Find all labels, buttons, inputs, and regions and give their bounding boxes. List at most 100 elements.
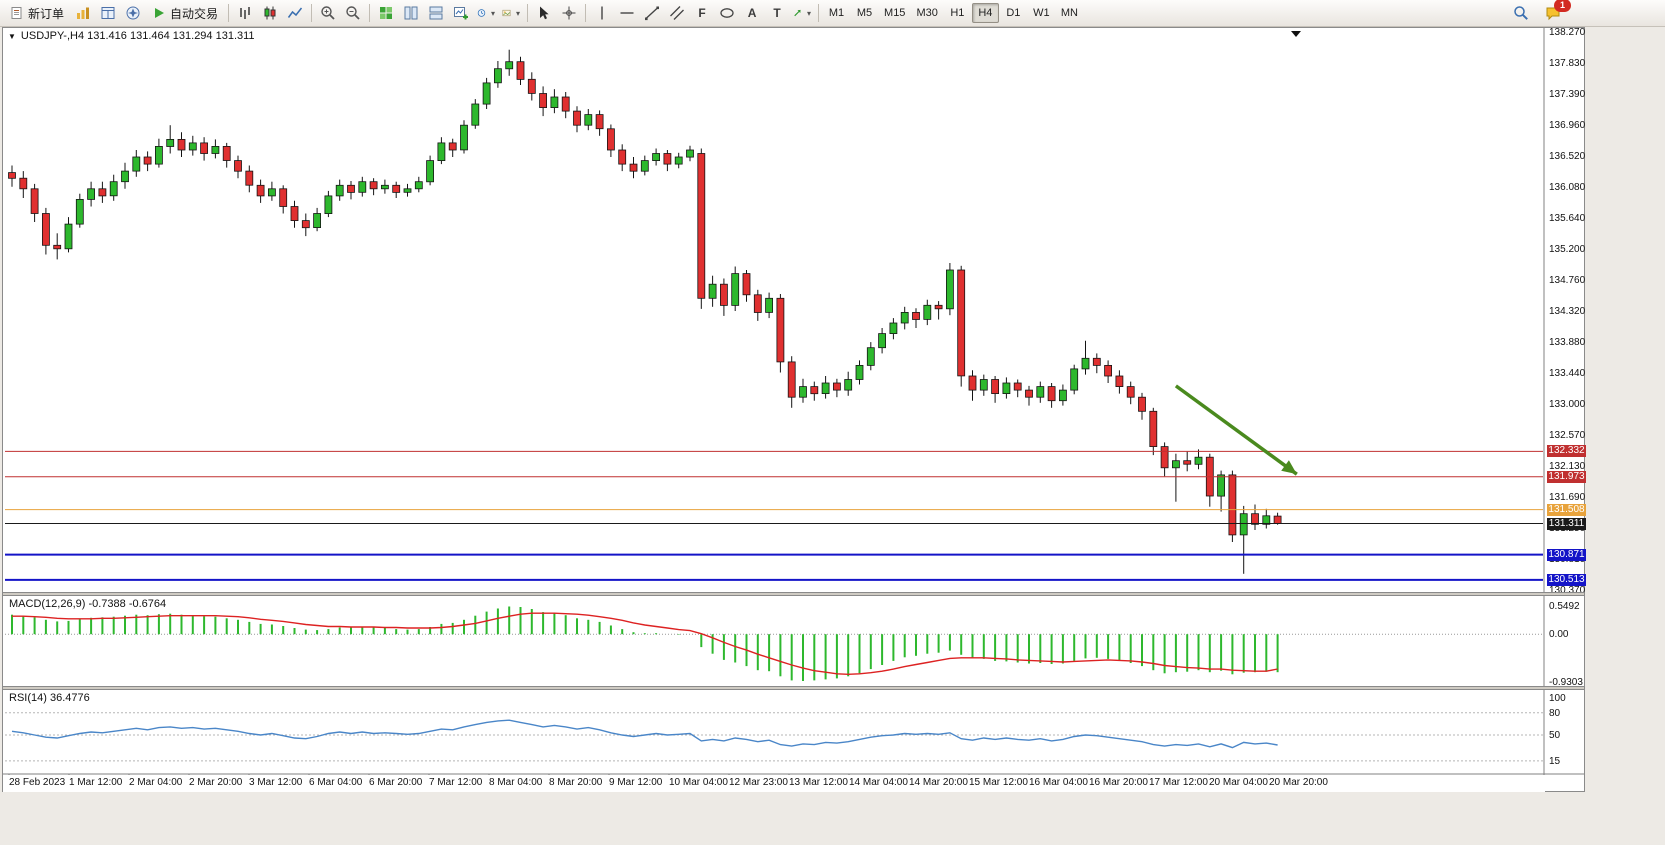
macd-histogram <box>11 606 1279 681</box>
price-axis-label: 136.520 <box>1549 151 1586 162</box>
macd-indicator-label: MACD(12,26,9) -0.7388 -0.6764 <box>9 598 167 610</box>
market-watch-icon <box>77 7 90 19</box>
toolbar-separator <box>585 4 587 22</box>
time-axis-label: 2 Mar 20:00 <box>189 777 243 788</box>
notification-badge: 1 <box>1554 0 1571 12</box>
price-axis-label: 136.080 <box>1549 182 1586 193</box>
time-axis-label: 7 Mar 12:00 <box>429 777 483 788</box>
timeframe-button-m15[interactable]: M15 <box>879 3 910 23</box>
price-axis-label: 133.000 <box>1549 399 1586 410</box>
data-window-icon <box>101 7 115 19</box>
chevron-down-icon: ▾ <box>516 8 521 18</box>
timeframe-button-h1[interactable]: H1 <box>944 3 971 23</box>
trendline-icon <box>645 6 660 21</box>
time-axis-label: 6 Mar 04:00 <box>309 777 363 788</box>
arrange-columns-icon <box>404 6 418 20</box>
time-axis-label: 15 Mar 12:00 <box>969 777 1028 788</box>
price-tag-130.513: 130.513 <box>1547 574 1586 586</box>
navigator-button[interactable] <box>121 2 145 24</box>
timeframe-button-m30[interactable]: M30 <box>911 3 942 23</box>
time-axis[interactable]: 28 Feb 2023 1 Mar 12:00 2 Mar 04:00 2 Mar 2… <box>3 775 1545 792</box>
new-chart-button[interactable] <box>449 2 473 24</box>
time-axis-label: 10 Mar 04:00 <box>669 777 728 788</box>
price-tag-132.332: 132.332 <box>1547 445 1586 457</box>
fibonacci-icon: F <box>698 6 706 20</box>
horizontal-line-tool-button[interactable] <box>615 2 639 24</box>
price-axis[interactable]: 138.270 137.830 137.390 136.960 136.520 136.0… <box>1547 27 1586 774</box>
price-tag-131.973: 131.973 <box>1547 471 1586 483</box>
template-dropdown-button[interactable]: ▾ <box>499 2 523 24</box>
zoom-out-button[interactable] <box>341 2 365 24</box>
macd-panel-resize-handle[interactable] <box>3 592 1584 596</box>
time-axis-label: 3 Mar 12:00 <box>249 777 303 788</box>
rsi-axis-label: 100 <box>1549 693 1566 704</box>
trend-arrow[interactable] <box>1174 384 1298 476</box>
chart-shift-marker[interactable] <box>1291 31 1301 37</box>
period-clock-icon <box>477 9 486 17</box>
time-axis-label: 20 Mar 04:00 <box>1209 777 1268 788</box>
crosshair-button[interactable] <box>557 2 581 24</box>
timeframe-button-mn[interactable]: MN <box>1056 3 1083 23</box>
chevron-down-icon: ▾ <box>807 8 812 18</box>
fibonacci-tool-button[interactable]: F <box>690 2 714 24</box>
bar-chart-button[interactable] <box>233 2 257 24</box>
price-axis-label: 137.390 <box>1549 89 1586 100</box>
time-axis-label: 12 Mar 23:00 <box>729 777 788 788</box>
timeframe-button-w1[interactable]: W1 <box>1028 3 1055 23</box>
search-button[interactable] <box>1509 2 1533 24</box>
line-chart-icon <box>287 7 303 18</box>
timeframe-button-m1[interactable]: M1 <box>823 3 850 23</box>
new-order-button[interactable]: 新订单 <box>4 2 70 24</box>
vertical-line-icon <box>601 6 603 20</box>
price-tag-131.311: 131.311 <box>1547 518 1586 530</box>
new-order-icon <box>11 7 22 19</box>
data-window-button[interactable] <box>96 2 120 24</box>
market-watch-button[interactable] <box>71 2 95 24</box>
line-chart-button[interactable] <box>283 2 307 24</box>
price-axis-label: 135.640 <box>1549 213 1586 224</box>
cursor-button[interactable] <box>532 2 556 24</box>
price-axis-label: 137.830 <box>1549 58 1586 69</box>
timeframe-button-h4[interactable]: H4 <box>971 3 999 23</box>
timeframe-button-d1[interactable]: D1 <box>1000 3 1027 23</box>
rsi-panel-resize-handle[interactable] <box>3 686 1584 690</box>
trendline-tool-button[interactable] <box>640 2 664 24</box>
zoom-out-icon <box>346 6 360 20</box>
new-order-label: 新订单 <box>28 6 65 21</box>
arrange-rows-button[interactable] <box>424 2 448 24</box>
time-axis-label: 16 Mar 04:00 <box>1029 777 1088 788</box>
period-dropdown-button[interactable]: ▾ <box>474 2 498 24</box>
timeframe-button-m5[interactable]: M5 <box>851 3 878 23</box>
arrows-tool-button[interactable]: ▾ <box>790 2 814 24</box>
toolbar-separator <box>818 4 820 22</box>
text-tool-button[interactable]: A <box>740 2 764 24</box>
shapes-tool-button[interactable] <box>715 2 739 24</box>
auto-trading-button[interactable]: 自动交易 <box>146 2 224 24</box>
price-axis-label: 131.690 <box>1549 492 1586 503</box>
shapes-icon <box>720 8 734 18</box>
channel-tool-button[interactable] <box>665 2 689 24</box>
candlestick-plot[interactable] <box>3 28 1584 791</box>
one-click-trading-toggle[interactable]: ▼ <box>8 31 16 41</box>
candlestick-chart-button[interactable] <box>258 2 282 24</box>
timeframe-group: M1 M5 M15 M30 H1 H4 D1 W1 MN <box>823 3 1083 23</box>
price-axis-label: 132.130 <box>1549 461 1586 472</box>
time-axis-label: 2 Mar 04:00 <box>129 777 183 788</box>
rsi-axis-label: 80 <box>1549 708 1561 719</box>
price-axis-label: 136.960 <box>1549 120 1586 131</box>
cursor-icon <box>540 6 549 20</box>
time-axis-label: 20 Mar 20:00 <box>1269 777 1328 788</box>
bar-chart-icon <box>240 7 250 19</box>
chart-symbol-ohlc: USDJPY-,H4 131.416 131.464 131.294 131.3… <box>20 30 255 42</box>
vertical-line-tool-button[interactable] <box>590 2 614 24</box>
time-axis-label: 8 Mar 20:00 <box>549 777 603 788</box>
label-tool-button[interactable]: T <box>765 2 789 24</box>
notifications-button[interactable]: 1 <box>1541 0 1571 24</box>
tile-windows-button[interactable] <box>374 2 398 24</box>
price-axis-label: 130.370 <box>1549 585 1586 596</box>
channel-icon <box>670 6 684 20</box>
macd-axis-label: 0.5492 <box>1549 601 1580 612</box>
arrange-columns-button[interactable] <box>399 2 423 24</box>
template-icon <box>502 9 511 17</box>
zoom-in-button[interactable] <box>316 2 340 24</box>
